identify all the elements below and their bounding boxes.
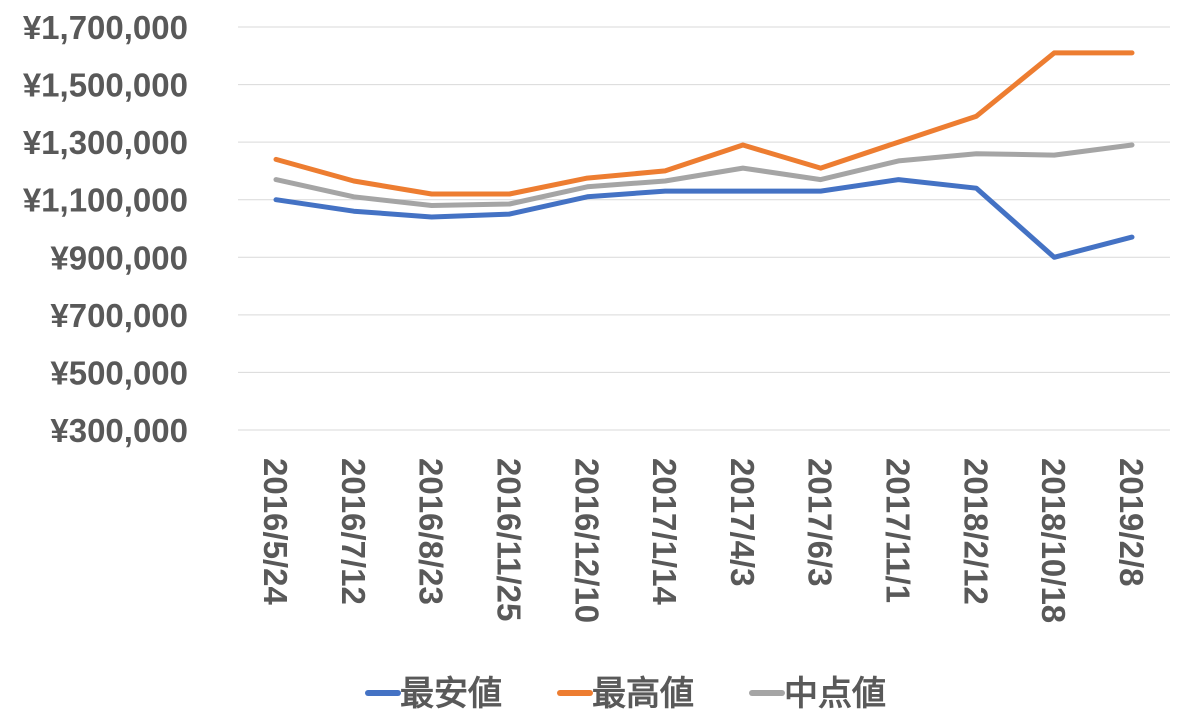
x-tick-label: 2016/11/25 <box>490 458 527 621</box>
x-tick-label: 2016/7/12 <box>335 458 372 605</box>
y-tick-label: ¥700,000 <box>50 297 188 334</box>
series-line <box>273 142 1135 208</box>
legend-label: 最高値 <box>592 674 694 714</box>
y-tick-label: ¥900,000 <box>50 239 188 276</box>
x-tick-label: 2016/8/23 <box>413 458 450 605</box>
x-tick-label: 2017/4/3 <box>724 458 761 586</box>
x-axis: 2016/5/24 2016/7/12 2016/8/23 2016/11/25 201… <box>257 458 1150 623</box>
x-tick-label: 2016/12/10 <box>568 458 605 623</box>
series-line <box>273 50 1135 197</box>
x-tick-label: 2017/1/14 <box>646 458 683 605</box>
y-tick-label: ¥1,100,000 <box>23 182 188 219</box>
y-tick-label: ¥500,000 <box>50 354 188 391</box>
x-tick-label: 2017/6/3 <box>802 458 839 586</box>
x-tick-label: 2018/2/12 <box>957 458 994 605</box>
grid-lines <box>238 26 1170 431</box>
x-tick-label: 2019/2/8 <box>1113 458 1150 586</box>
legend-label: 最安値 <box>400 674 502 714</box>
y-tick-label: ¥1,700,000 <box>23 9 188 46</box>
legend: 最安値 最高値 中点値 <box>365 674 886 714</box>
y-axis: ¥300,000 ¥500,000 ¥700,000 ¥900,000 ¥1,100,0… <box>23 9 188 449</box>
y-tick-label: ¥300,000 <box>50 412 188 449</box>
y-tick-label: ¥1,500,000 <box>23 67 188 104</box>
x-tick-label: 2017/11/1 <box>880 458 917 603</box>
series-line <box>273 177 1135 260</box>
legend-label: 中点値 <box>784 674 886 714</box>
x-tick-label: 2018/10/18 <box>1035 458 1072 623</box>
y-tick-label: ¥1,300,000 <box>23 124 188 161</box>
x-tick-label: 2016/5/24 <box>257 458 294 605</box>
series-lines <box>273 50 1135 260</box>
